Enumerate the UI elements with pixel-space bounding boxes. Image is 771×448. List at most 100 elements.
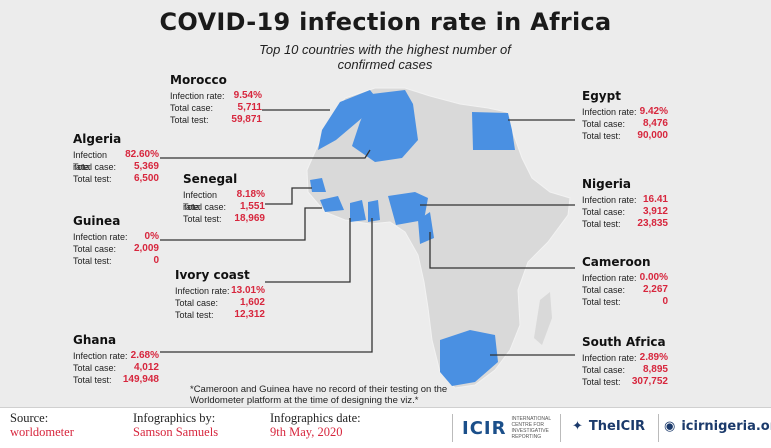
total-test-value: 6,500 — [133, 173, 159, 184]
total-test-value: 18,969 — [234, 213, 265, 224]
south-africa-shape — [440, 330, 498, 386]
infection-rate-value: 0% — [144, 231, 159, 242]
twitter-handle[interactable]: ✦ TheICIR — [572, 419, 645, 434]
country-name: Cameroon — [582, 255, 651, 269]
footer: Source: worldometer Infographics by: Sam… — [0, 407, 771, 448]
source-value: worldometer — [10, 425, 74, 439]
total-test-value: 12,312 — [234, 309, 265, 320]
country-name: Ivory coast — [175, 268, 250, 282]
total-case-label: Total case: — [582, 207, 626, 217]
infection-rate-value: 2.89% — [639, 352, 668, 363]
total-test-label: Total test: — [170, 115, 209, 125]
total-case-value: 4,012 — [133, 362, 159, 373]
website-link[interactable]: ◉ icirnigeria.org — [664, 419, 771, 434]
algeria-shape — [352, 90, 418, 162]
total-case-label: Total case: — [582, 365, 626, 375]
country-block-nigeria: Nigeria Infection rate: 16.41 Total case:… — [582, 177, 668, 230]
infection-rate-label: Infection rate: — [73, 232, 128, 242]
leader-ivory-coast — [265, 218, 351, 283]
total-case-label: Total case: — [73, 244, 117, 254]
madagascar — [534, 292, 552, 345]
chart-title: COVID-19 infection rate in Africa — [159, 8, 612, 36]
twitter-text: TheICIR — [588, 419, 646, 434]
author-label: Infographics by: — [133, 411, 216, 425]
total-case-label: Total case: — [175, 298, 219, 308]
total-case-value: 2,267 — [642, 284, 668, 295]
logo-subtext: International Centre for Investigative R… — [511, 416, 551, 440]
morocco-shape — [318, 90, 378, 150]
total-case-label: Total case: — [170, 103, 214, 113]
total-test-value: 0 — [662, 296, 668, 307]
guinea-shape — [320, 196, 344, 212]
country-block-guinea: Guinea Infection rate: 0% Total case: 2,00… — [73, 214, 159, 267]
nigeria-shape — [388, 192, 428, 225]
country-name: Ghana — [73, 333, 117, 347]
infection-rate-label: Infection rate: — [582, 195, 637, 205]
infection-rate-label: Infection rate: — [175, 286, 230, 296]
country-block-ivory-coast: Ivory coast Infection rate: 13.01% Total … — [175, 268, 265, 321]
total-case-label: Total case: — [582, 285, 626, 295]
country-block-cameroon: Cameroon Infection rate: 0.00% Total case… — [582, 255, 668, 308]
leader-senegal — [265, 187, 312, 205]
total-test-label: Total test: — [73, 174, 112, 184]
total-test-label: Total test: — [73, 375, 112, 385]
total-test-label: Total test: — [73, 256, 112, 266]
infection-rate-label: Infection rate: — [73, 150, 108, 172]
country-name: Guinea — [73, 214, 121, 228]
source-credit: Source: worldometer — [10, 411, 74, 439]
leader-algeria — [160, 149, 371, 159]
infection-rate-label: Infection rate: — [582, 353, 637, 363]
date-credit: Infographics date: 9th May, 2020 — [270, 411, 361, 439]
total-test-value: 59,871 — [231, 114, 262, 125]
globe-icon: ◉ — [664, 419, 676, 434]
infection-rate-label: Infection rate: — [582, 273, 637, 283]
leader-cameroon — [429, 232, 575, 269]
total-test-label: Total test: — [582, 131, 621, 141]
leader-ghana — [160, 218, 373, 353]
website-text: icirnigeria.org — [681, 419, 771, 434]
infection-rate-label: Infection rate: — [73, 351, 128, 361]
icir-logo: ICIR International Centre for Investigat… — [462, 416, 553, 440]
senegal-shape — [310, 178, 326, 192]
total-test-label: Total test: — [582, 377, 621, 387]
infection-rate-value: 0.00% — [639, 272, 668, 283]
africa-landmass — [306, 87, 571, 389]
country-block-egypt: Egypt Infection rate: 9.42% Total case: 8,… — [582, 89, 668, 142]
infection-rate-value: 9.42% — [639, 106, 668, 117]
infection-rate-value: 13.01% — [231, 285, 265, 296]
twitter-icon: ✦ — [572, 419, 583, 434]
country-block-morocco: Morocco Infection rate: 9.54% Total case:… — [170, 73, 262, 126]
infection-rate-value: 2.68% — [130, 350, 159, 361]
logo-text: ICIR — [462, 417, 507, 439]
country-name: Nigeria — [582, 177, 632, 191]
total-test-label: Total test: — [582, 297, 621, 307]
egypt-shape — [472, 112, 515, 150]
country-block-south-africa: South Africa Infection rate: 2.89% Total … — [582, 335, 668, 388]
total-test-label: Total test: — [183, 214, 222, 224]
country-name: Algeria — [73, 132, 122, 146]
country-name: Morocco — [170, 73, 227, 87]
total-case-value: 8,895 — [642, 364, 668, 375]
total-case-value: 8,476 — [642, 118, 668, 129]
ghana-shape — [368, 200, 380, 222]
author-value: Samson Samuels — [133, 425, 219, 439]
total-case-value: 5,369 — [133, 161, 159, 172]
total-test-value: 23,835 — [637, 218, 668, 229]
infection-rate-value: 9.54% — [233, 90, 262, 101]
total-case-value: 5,711 — [237, 102, 262, 113]
footnote: *Cameroon and Guinea have no record of t… — [190, 384, 448, 406]
infection-rate-value: 8.18% — [236, 189, 265, 200]
total-test-value: 307,752 — [631, 376, 668, 387]
total-test-label: Total test: — [175, 310, 214, 320]
source-label: Source: — [10, 411, 49, 425]
total-case-label: Total case: — [73, 363, 117, 373]
total-case-value: 1,551 — [239, 201, 265, 212]
country-name: Egypt — [582, 89, 621, 103]
ivory-coast-shape — [350, 200, 366, 222]
leader-guinea — [160, 207, 322, 241]
total-test-value: 90,000 — [637, 130, 668, 141]
total-case-label: Total case: — [582, 119, 626, 129]
infection-rate-label: Infection rate: — [582, 107, 637, 117]
country-block-algeria: Algeria Infection rate: 82.60% Total case… — [73, 132, 159, 185]
